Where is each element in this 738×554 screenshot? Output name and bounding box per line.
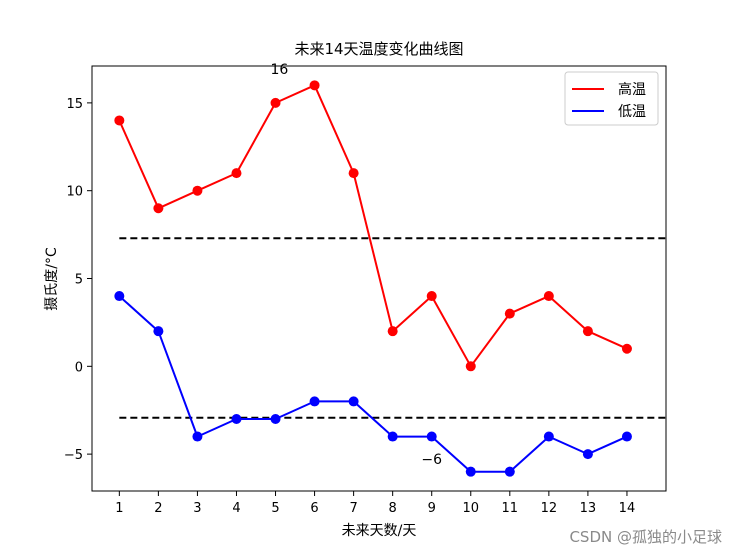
x-tick-label: 10 [462, 501, 479, 516]
data-point [465, 361, 476, 372]
x-tick-label: 5 [271, 501, 279, 516]
y-tick-label: 0 [75, 360, 83, 375]
x-tick-label: 13 [580, 501, 597, 516]
data-point [192, 431, 203, 442]
data-point [621, 343, 632, 354]
data-point [153, 326, 164, 337]
legend-label-high: 高温 [618, 81, 646, 98]
annotations: 16 −6 [271, 62, 443, 468]
y-tick-label: 15 [66, 97, 83, 112]
data-point [348, 168, 359, 179]
data-point [192, 185, 203, 196]
x-tick-label: 1 [115, 501, 123, 516]
watermark-text: CSDN @孤独的小足球 [569, 528, 722, 546]
annotation-label: 16 [271, 62, 289, 78]
data-point [387, 326, 398, 337]
data-point [504, 308, 515, 319]
x-tick-label: 8 [389, 501, 397, 516]
data-point [231, 168, 242, 179]
x-tick-label: 12 [541, 501, 558, 516]
data-point [153, 203, 164, 214]
y-tick-label: 5 [75, 273, 83, 288]
data-point [114, 291, 125, 302]
x-tick-label: 2 [154, 501, 162, 516]
data-point [309, 396, 320, 407]
x-tick-label: 6 [310, 501, 318, 516]
series-line-high [118, 84, 628, 368]
y-axis-label: 摄氏度/°C [44, 247, 60, 311]
data-point [270, 413, 281, 424]
data-point [387, 431, 398, 442]
x-tick-label: 9 [428, 501, 436, 516]
reference-lines [119, 237, 666, 419]
data-point [465, 466, 476, 477]
x-axis-label: 未来天数/天 [342, 523, 417, 539]
data-point [543, 431, 554, 442]
data-point [309, 80, 320, 91]
data-point [348, 396, 359, 407]
y-tick-label: −5 [64, 448, 83, 463]
data-point [543, 291, 554, 302]
data-point [426, 291, 437, 302]
y-tick-label: 10 [66, 185, 83, 200]
legend: 高温 低温 [564, 71, 659, 126]
series-line-low [118, 295, 628, 473]
x-tick-label: 14 [619, 501, 636, 516]
x-tick-label: 11 [502, 501, 519, 516]
annotation-label: −6 [421, 452, 442, 468]
legend-label-low: 低温 [618, 104, 646, 120]
x-tick-label: 7 [349, 501, 357, 516]
data-point [426, 431, 437, 442]
data-point [621, 431, 632, 442]
series-layer [114, 80, 632, 477]
x-tick-label: 4 [232, 501, 240, 516]
data-point [504, 466, 515, 477]
data-point [582, 326, 593, 337]
x-axis-ticks: 1 2 3 4 5 6 7 8 9 10 11 12 13 14 [115, 491, 635, 516]
data-point [231, 413, 242, 424]
data-point [582, 449, 593, 460]
chart-title: 未来14天温度变化曲线图 [294, 40, 463, 58]
data-point [270, 97, 281, 108]
x-tick-label: 3 [193, 501, 201, 516]
y-axis-ticks: 15 10 5 0 −5 [64, 97, 92, 463]
data-point [114, 115, 125, 126]
